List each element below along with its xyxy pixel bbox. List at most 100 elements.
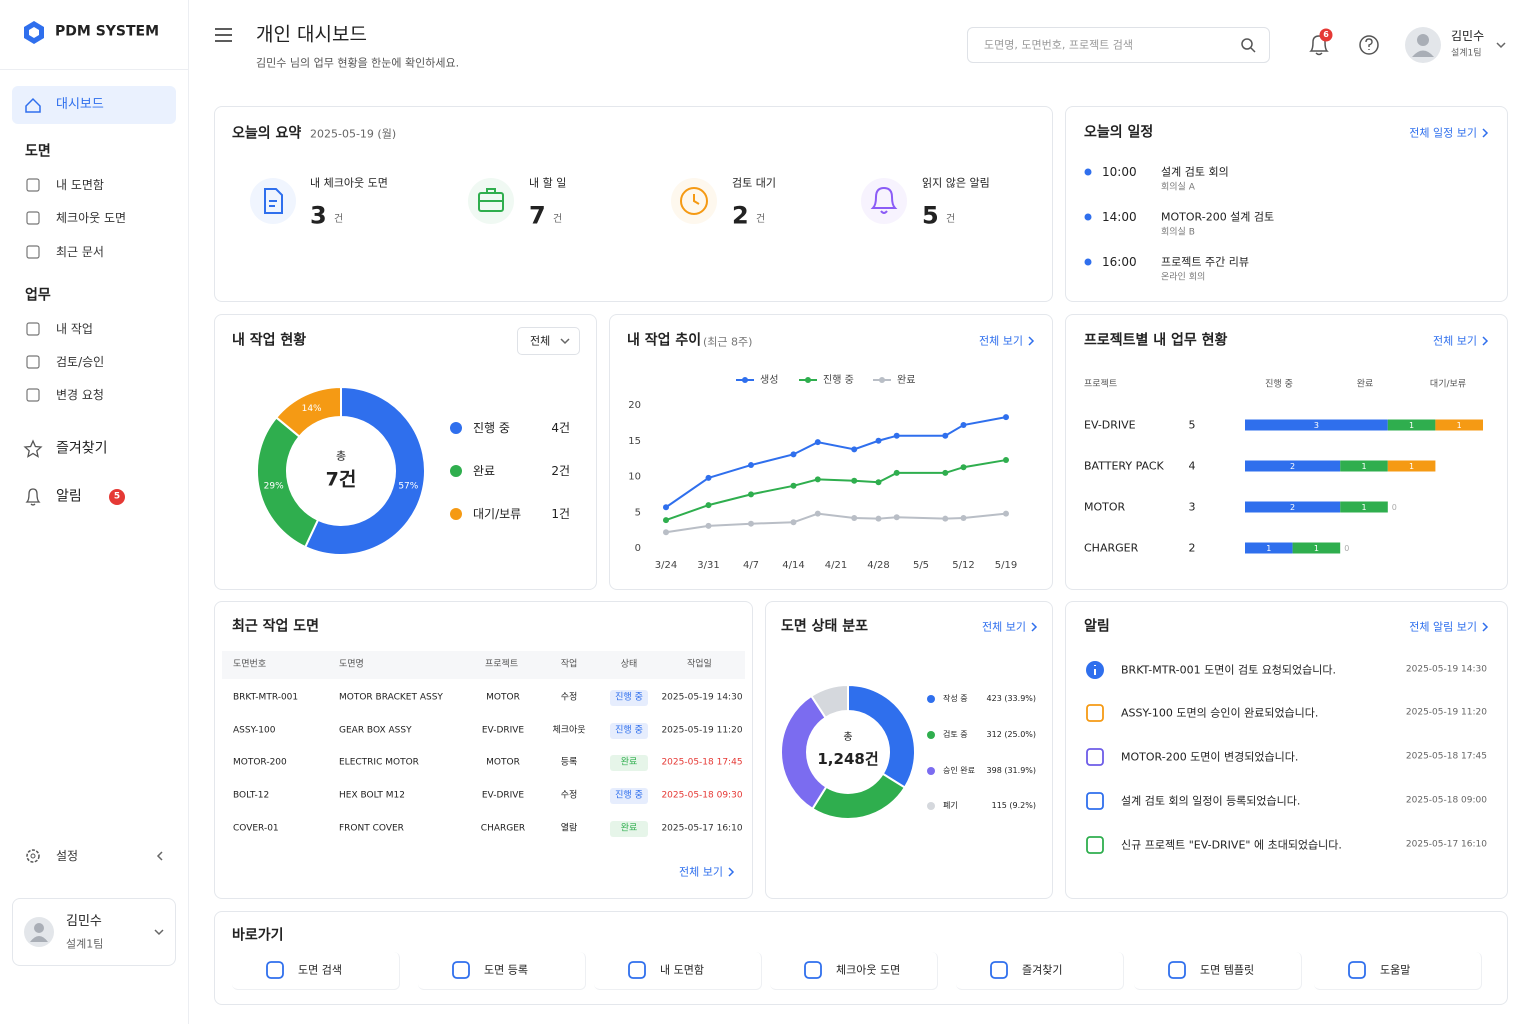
help-icon-mark xyxy=(1365,38,1373,50)
shortcut-button[interactable] xyxy=(418,952,586,990)
view-all-link[interactable]: 전체 보기 xyxy=(1433,334,1477,348)
table-cell: 2025-05-19 14:30 xyxy=(661,692,743,703)
column-header: 도면번호 xyxy=(233,659,267,670)
nav-icon xyxy=(26,355,40,369)
view-all-link[interactable]: 전체 알림 보기 xyxy=(1409,620,1477,634)
help-icon xyxy=(1359,35,1379,55)
legend-count: 2건 xyxy=(551,463,570,478)
summary-label: 내 할 일 xyxy=(529,176,567,190)
schedule-card xyxy=(1065,106,1508,302)
nav-icon xyxy=(26,388,40,402)
nav-item[interactable]: 내 작업 xyxy=(56,321,93,336)
avatar xyxy=(1405,27,1441,63)
card-title: 오늘의 요약 xyxy=(232,125,302,142)
summary-value: 2 xyxy=(732,201,749,230)
shortcut-label[interactable]: 도면 템플릿 xyxy=(1200,963,1255,977)
alert-text[interactable]: 신규 프로젝트 "EV-DRIVE" 에 초대되었습니다. xyxy=(1121,838,1342,852)
chevron-icon xyxy=(156,851,163,861)
gear-icon-center xyxy=(30,853,36,859)
nav-item[interactable]: 즐겨찾기 xyxy=(56,440,108,457)
schedule-time: 16:00 xyxy=(1102,254,1137,269)
card-title: 최근 작업 도면 xyxy=(232,618,320,635)
nav-item[interactable]: 대시보드 xyxy=(56,97,104,113)
schedule-time: 10:00 xyxy=(1102,164,1137,179)
donut-total: 7건 xyxy=(325,468,357,491)
card-title: 바로가기 xyxy=(232,927,284,944)
nav-item[interactable]: 검토/승인 xyxy=(56,354,105,369)
recent-card xyxy=(214,601,753,899)
nav-item[interactable]: 최근 문서 xyxy=(56,244,104,259)
nav-group-title: 도면 xyxy=(25,143,51,160)
alert-time: 2025-05-19 11:20 xyxy=(1405,707,1487,718)
shortcut-label[interactable]: 체크아웃 도면 xyxy=(836,963,901,977)
table-header-bg xyxy=(222,651,745,679)
nav-item[interactable]: 설정 xyxy=(56,848,79,863)
star-icon xyxy=(23,439,43,458)
status-text: 진행 중 xyxy=(615,692,643,703)
alert-text[interactable]: 설계 검토 회의 일정이 등록되었습니다. xyxy=(1121,794,1301,808)
shortcut-label[interactable]: 즐겨찾기 xyxy=(1022,963,1063,977)
project-total: 2 xyxy=(1188,541,1196,555)
search-box[interactable] xyxy=(967,27,1270,63)
alert-text[interactable]: MOTOR-200 도면이 변경되었습니다. xyxy=(1121,750,1299,764)
legend-label: 작성 중 xyxy=(943,694,968,704)
view-all-link[interactable]: 전체 보기 xyxy=(982,620,1026,634)
alert-time: 2025-05-18 17:45 xyxy=(1405,751,1487,762)
nav-item[interactable]: 알림 xyxy=(56,488,82,505)
gear-icon xyxy=(26,849,40,863)
card-title: 프로젝트별 내 업무 현황 xyxy=(1084,332,1228,349)
badge-count: 5 xyxy=(113,491,121,502)
user-team: 설계1팀 xyxy=(66,937,104,951)
shortcut-label[interactable]: 내 도면함 xyxy=(660,963,704,977)
alert-text[interactable]: ASSY-100 도면의 승인이 완료되었습니다. xyxy=(1121,706,1319,720)
badge-count: 6 xyxy=(1323,30,1329,40)
filter-value[interactable]: 전체 xyxy=(530,334,551,348)
shortcut-button[interactable] xyxy=(1134,952,1302,990)
table-cell: ASSY-100 xyxy=(233,725,276,736)
donut-center-label: 총 xyxy=(335,449,347,463)
trend-card xyxy=(609,314,1053,590)
view-all-link[interactable]: 전체 보기 xyxy=(679,865,723,879)
status-badge xyxy=(610,821,648,837)
shortcut-button[interactable] xyxy=(232,952,400,990)
nav-item[interactable]: 변경 요청 xyxy=(56,387,104,402)
table-cell: 2025-05-18 17:45 xyxy=(661,757,743,768)
filter-dropdown[interactable] xyxy=(517,327,580,355)
page-title: 개인 대시보드 xyxy=(256,23,367,46)
view-all-link[interactable]: 전체 보기 xyxy=(979,334,1023,348)
shortcut-label[interactable]: 도면 등록 xyxy=(484,963,528,977)
status-badge xyxy=(610,788,648,804)
nav-item[interactable]: 체크아웃 도면 xyxy=(56,210,127,225)
search-placeholder[interactable]: 도면명, 도면번호, 프로젝트 검색 xyxy=(984,38,1134,52)
brand-logo xyxy=(24,21,44,44)
nav-item[interactable]: 내 도면함 xyxy=(56,177,104,192)
shortcut-button[interactable] xyxy=(1314,952,1482,990)
project-name: MOTOR xyxy=(1084,500,1126,514)
donut-total: 1,248건 xyxy=(817,750,879,768)
legend-value: 312 (25.0%) xyxy=(986,730,1036,740)
table-cell: MOTOR xyxy=(486,692,520,703)
alert-text[interactable]: BRKT-MTR-001 도면이 검토 요청되었습니다. xyxy=(1121,663,1337,677)
column-header: 작업 xyxy=(560,659,578,670)
column-header: 작업일 xyxy=(687,659,712,670)
chart-subtitle: (최근 8주) xyxy=(703,335,753,349)
user-card[interactable] xyxy=(12,898,176,966)
page-subtitle: 김민수 님의 업무 현황을 한눈에 확인하세요. xyxy=(256,56,460,70)
table-cell: 2025-05-19 11:20 xyxy=(661,725,743,736)
legend-value: 398 (31.9%) xyxy=(986,766,1036,776)
shortcut-button[interactable] xyxy=(956,952,1124,990)
status-badge xyxy=(610,755,648,771)
shortcut-button[interactable] xyxy=(770,952,938,990)
table-cell: HEX BOLT M12 xyxy=(339,790,405,801)
view-all-link[interactable]: 전체 일정 보기 xyxy=(1409,126,1477,140)
shortcut-label[interactable]: 도움말 xyxy=(1380,963,1411,977)
shortcut-label[interactable]: 도면 검색 xyxy=(298,963,342,977)
shortcut-button[interactable] xyxy=(594,952,762,990)
user-team: 설계1팀 xyxy=(1451,48,1482,59)
summary-label: 읽지 않은 알림 xyxy=(922,176,990,190)
column-header: 도면명 xyxy=(339,659,364,670)
table-cell: 수정 xyxy=(560,692,578,703)
summary-unit: 건 xyxy=(553,214,563,225)
column-header: 프로젝트 xyxy=(1084,379,1118,390)
status-badge xyxy=(610,723,648,739)
